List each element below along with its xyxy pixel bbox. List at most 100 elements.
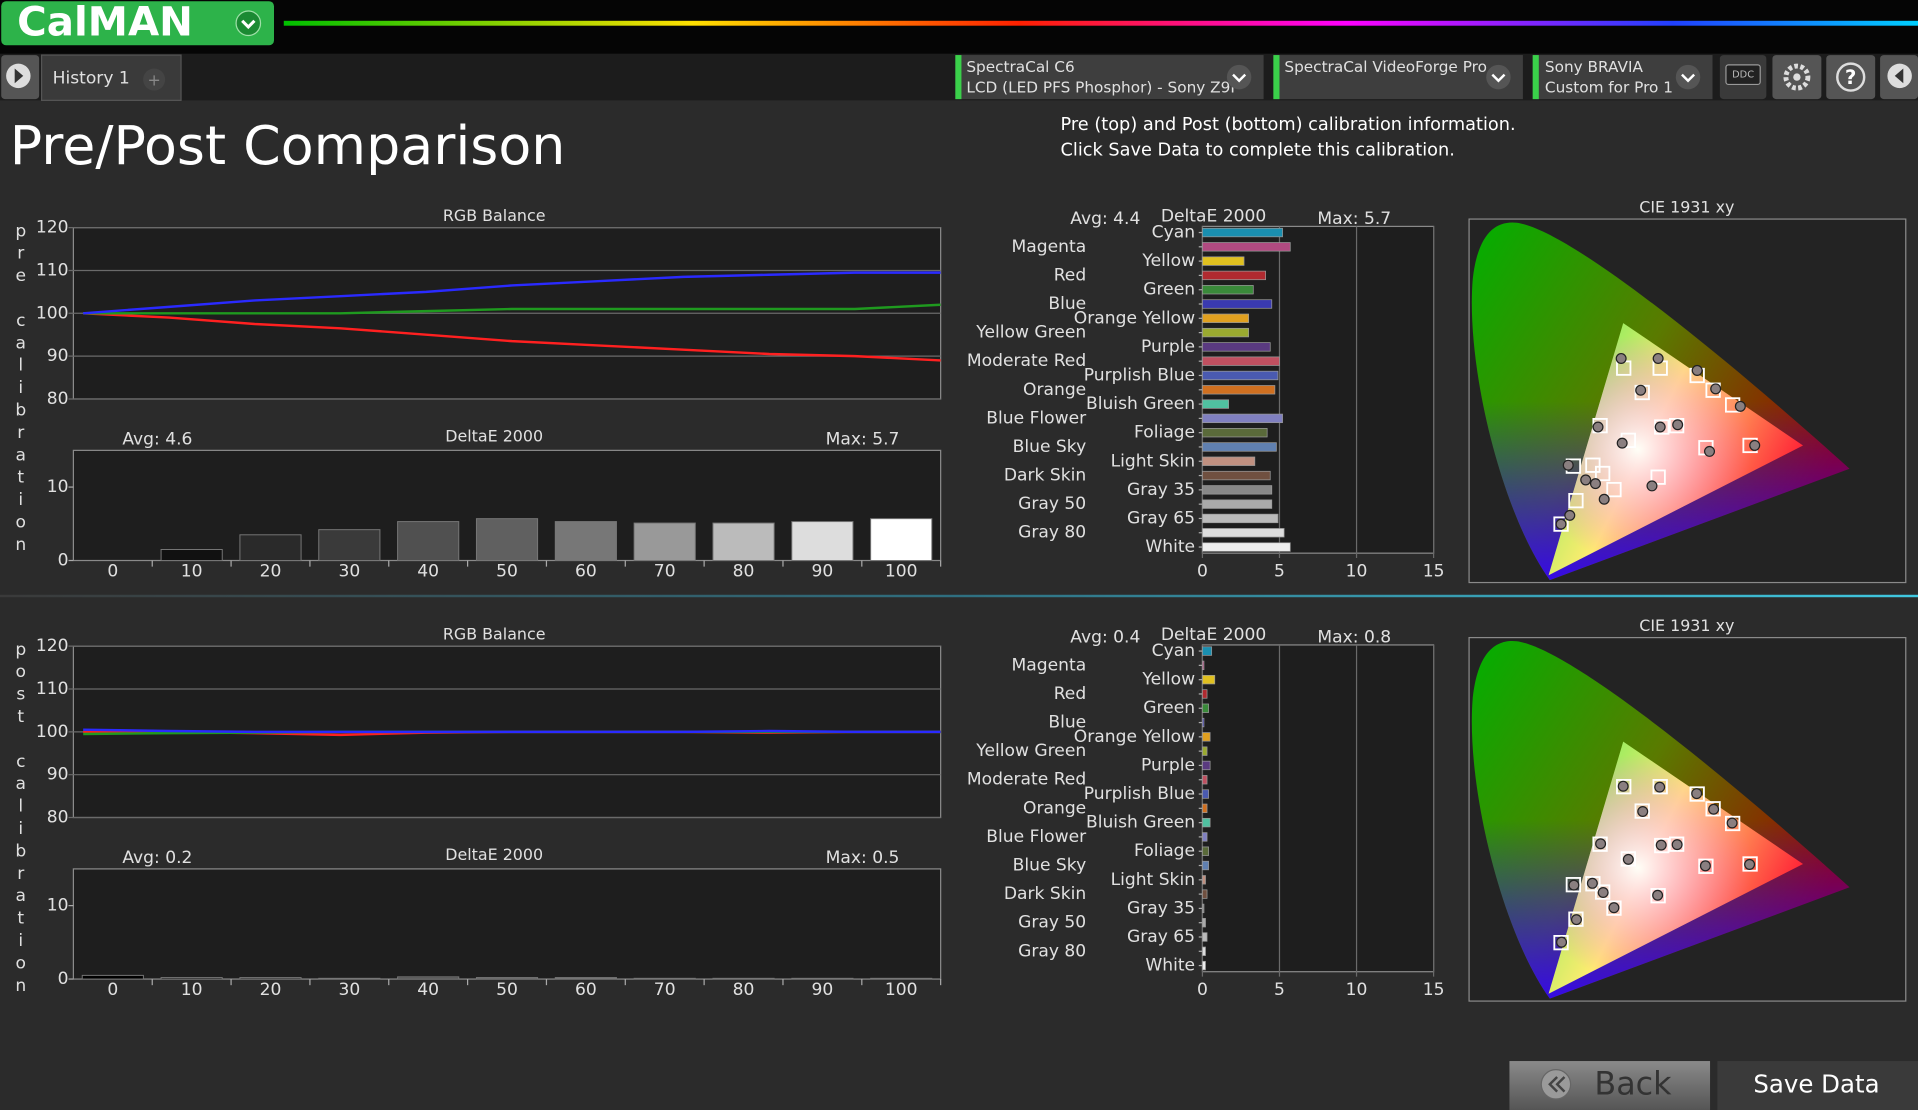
title-bar <box>0 0 1918 54</box>
bar <box>1202 256 1245 266</box>
measured-point <box>1710 383 1722 395</box>
logo-box[interactable] <box>1 1 275 46</box>
category-label: Purple <box>1141 755 1195 775</box>
device-line: LCD (LED PFS Phosphor) - Sony Z9F <box>966 79 1239 97</box>
category-label: Gray 65 <box>1127 927 1195 947</box>
rgb-line <box>83 271 941 315</box>
device-menu[interactable] <box>1226 64 1252 90</box>
measured-point <box>1592 421 1604 433</box>
device-3[interactable]: Sony BRAVIA Custom for Pro 1 <box>1532 55 1713 100</box>
chart-title: RGB Balance <box>443 206 546 225</box>
measured-point <box>1556 936 1568 948</box>
chart-title: DeltaE 2000 <box>445 426 543 445</box>
collapse-arrow <box>1894 68 1904 84</box>
avg-label: Avg: 0.2 <box>122 848 192 868</box>
bar <box>1202 918 1206 928</box>
measured-point <box>1749 439 1761 451</box>
tab-add-label: + <box>147 70 160 89</box>
avg-label: Avg: 4.6 <box>122 429 192 449</box>
x-tick-label: 40 <box>417 980 439 1000</box>
category-label: Dark Skin <box>1004 466 1086 486</box>
save-label: Save Data <box>1753 1070 1879 1099</box>
measured-point <box>1704 445 1716 457</box>
category-label: Blue <box>1048 294 1086 314</box>
bar <box>633 977 696 980</box>
category-label: Yellow <box>1141 670 1195 690</box>
x-tick-label: 60 <box>575 980 597 1000</box>
x-tick-label: 20 <box>260 980 282 1000</box>
bar <box>1202 775 1208 785</box>
target-point <box>1705 801 1721 817</box>
bar <box>1202 242 1291 252</box>
bar <box>1202 270 1266 281</box>
y-tick-label: 0 <box>58 969 69 989</box>
help-button[interactable] <box>1826 55 1876 100</box>
save-button[interactable] <box>1717 1061 1918 1110</box>
logo: CalMAN <box>17 0 193 45</box>
y-tick-label: 0 <box>58 551 69 571</box>
category-label: Yellow <box>1141 251 1195 271</box>
target-point <box>1652 779 1668 795</box>
category-label: Green <box>1143 280 1195 300</box>
category-label: Moderate Red <box>967 351 1086 371</box>
bar <box>1202 428 1268 438</box>
logo-menu[interactable] <box>235 10 262 37</box>
device-menu[interactable] <box>1486 64 1511 90</box>
help-label: ? <box>1845 66 1856 89</box>
plot-area <box>72 868 942 980</box>
x-tick-label: 30 <box>338 980 360 1000</box>
measured-point <box>1570 914 1582 926</box>
target-point <box>1568 911 1584 927</box>
bar <box>397 521 460 561</box>
target-point <box>1650 888 1666 904</box>
y-tick-label: 120 <box>36 218 69 238</box>
device-1[interactable]: SpectraCal C6 LCD (LED PFS Phosphor) - S… <box>955 55 1264 100</box>
measured-point <box>1622 853 1634 865</box>
device-menu[interactable] <box>1675 64 1701 90</box>
bar <box>1202 299 1273 309</box>
target-point <box>1565 877 1582 893</box>
info-text: Pre (top) and Post (bottom) calibration … <box>1061 115 1516 135</box>
bar <box>397 976 460 980</box>
device-box[interactable] <box>955 55 1264 100</box>
measured-point <box>1562 459 1574 471</box>
category-label: Gray 65 <box>1127 508 1195 528</box>
device-2[interactable]: SpectraCal VideoForge Pro <box>1273 55 1523 100</box>
category-label: Gray 35 <box>1127 898 1195 918</box>
bar <box>1202 703 1209 713</box>
bar <box>1202 903 1205 914</box>
measured-point <box>1691 364 1703 376</box>
measured-point <box>1564 509 1576 521</box>
bar <box>1202 732 1211 742</box>
measured-point <box>1671 839 1683 851</box>
bar <box>1202 285 1254 295</box>
category-label: Light Skin <box>1111 870 1195 890</box>
measured-point <box>1597 886 1609 899</box>
y-tick-label: 80 <box>47 808 69 828</box>
target-point <box>1568 492 1584 509</box>
x-tick-label: 90 <box>812 980 834 1000</box>
section-divider <box>0 594 1918 598</box>
chart-title: CIE 1931 xy <box>1639 616 1734 635</box>
category-label: Blue Sky <box>1013 856 1087 876</box>
bar <box>239 977 302 980</box>
category-label: Gray 50 <box>1018 494 1086 514</box>
x-tick-label: 20 <box>260 562 282 582</box>
back-arrows <box>1548 1076 1566 1093</box>
chevron <box>1232 73 1247 83</box>
device-box[interactable] <box>1273 55 1523 100</box>
bar <box>81 974 144 980</box>
tab-add[interactable] <box>143 68 166 91</box>
category-label: Gray 80 <box>1018 941 1086 961</box>
bar <box>1202 342 1271 352</box>
target-point <box>1595 884 1611 900</box>
x-tick-label: 60 <box>575 562 597 582</box>
x-tick-label: 10 <box>1346 980 1368 1000</box>
y-tick-label: 120 <box>36 636 69 656</box>
chart-title: DeltaE 2000 <box>445 845 543 864</box>
category-label: Cyan <box>1152 223 1195 243</box>
x-tick-label: 80 <box>733 562 755 582</box>
